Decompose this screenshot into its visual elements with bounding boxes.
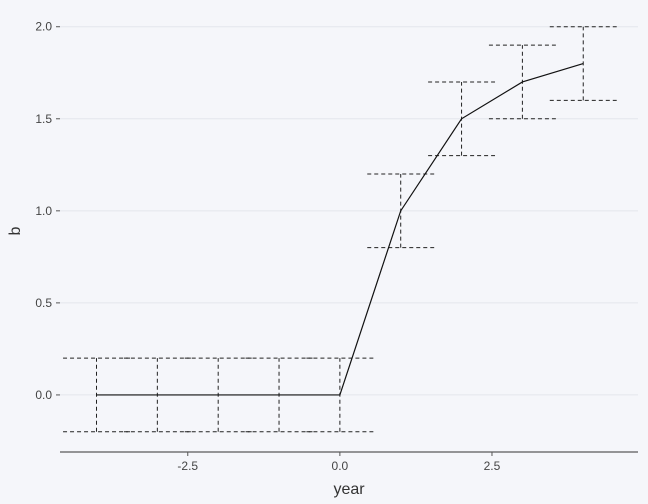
x-tick-label: -2.5 [177,459,198,473]
series-lines [96,62,584,396]
y-tick-label: 2.0 [35,20,52,34]
series-line [96,62,584,396]
gridlines [60,26,638,396]
x-tick-label: 0.0 [332,459,349,473]
y-axis-title: b [7,226,24,235]
y-tick-label: 1.0 [35,204,52,218]
y-tick-label: 1.5 [35,112,52,126]
axes: 0.0 0.5 1.0 1.5 2.0 -2.5 0.0 2.5 [35,20,638,473]
error-bars [63,26,617,433]
y-tick-label: 0.5 [35,296,52,310]
x-tick-label: 2.5 [484,459,501,473]
x-axis-title: year [333,481,365,498]
y-tick-label: 0.0 [35,388,52,402]
